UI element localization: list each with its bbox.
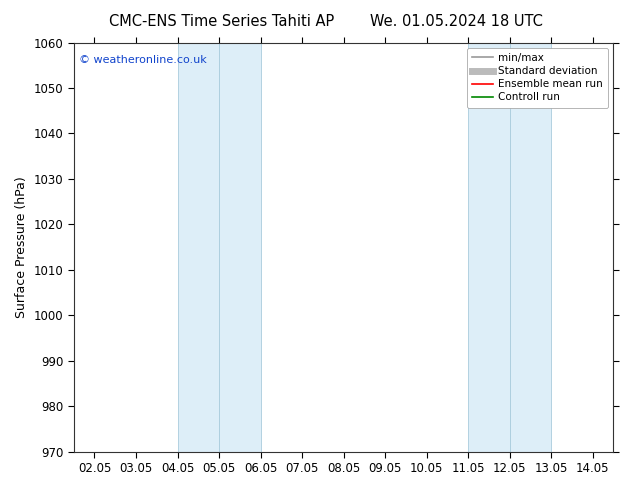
Y-axis label: Surface Pressure (hPa): Surface Pressure (hPa) [15, 176, 28, 318]
Text: © weatheronline.co.uk: © weatheronline.co.uk [79, 55, 207, 65]
Bar [178, 43, 219, 452]
Bar [219, 43, 261, 452]
Text: CMC-ENS Time Series Tahiti AP: CMC-ENS Time Series Tahiti AP [109, 14, 335, 29]
Text: We. 01.05.2024 18 UTC: We. 01.05.2024 18 UTC [370, 14, 543, 29]
Legend: min/max, Standard deviation, Ensemble mean run, Controll run: min/max, Standard deviation, Ensemble me… [467, 48, 608, 108]
Bar [468, 43, 510, 452]
Bar [510, 43, 551, 452]
